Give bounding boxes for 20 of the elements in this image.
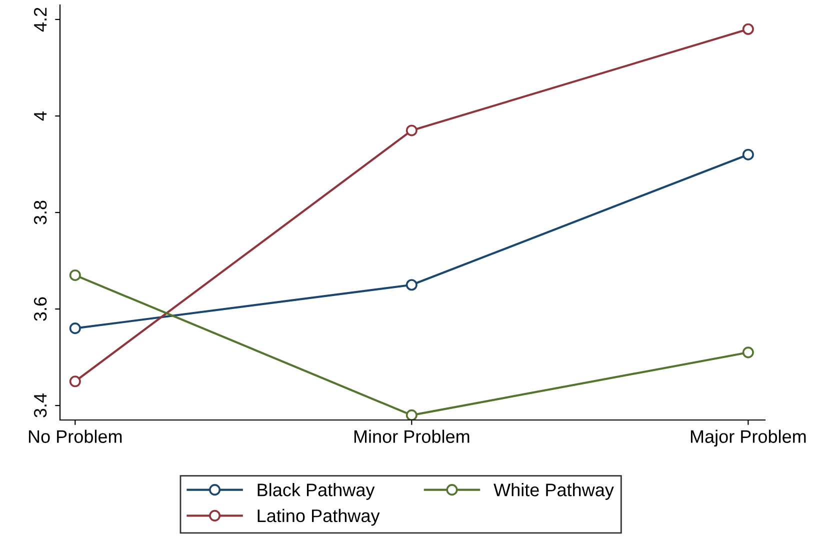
- y-tick-label: 3.6: [34, 297, 47, 321]
- x-tick-label: No Problem: [28, 430, 122, 443]
- x-tick-label: Major Problem: [690, 430, 806, 447]
- point: [406, 279, 418, 291]
- point: [406, 409, 418, 420]
- legend-label: White Pathway: [494, 483, 614, 500]
- point: [69, 269, 81, 281]
- legend-label: Latino Pathway: [258, 508, 380, 526]
- y-tick-label: 3.4: [34, 394, 47, 418]
- y-tick-label: 4.2: [34, 8, 47, 32]
- point: [69, 322, 81, 334]
- point: [742, 148, 754, 160]
- point: [742, 23, 754, 35]
- y-tick-label: 4: [34, 111, 47, 121]
- point: [742, 346, 754, 358]
- point: [406, 124, 418, 136]
- y-tick-label: 3.8: [34, 200, 47, 224]
- legend-label: Black Pathway: [258, 483, 375, 500]
- point: [69, 376, 81, 388]
- x-tick-label: Minor Problem: [354, 430, 470, 443]
